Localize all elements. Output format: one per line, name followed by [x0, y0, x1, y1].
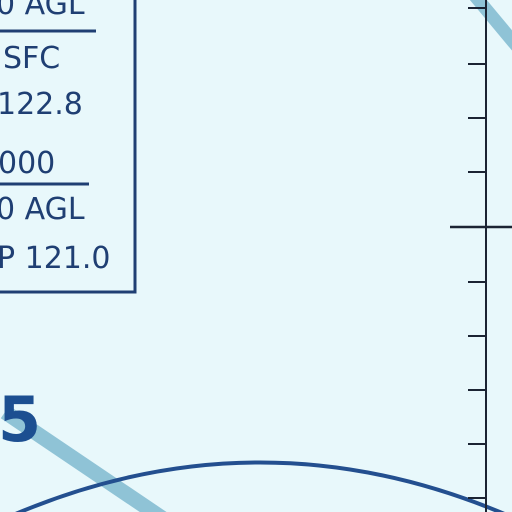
- airspace-1-floor-label: SFC: [3, 41, 61, 76]
- large-chart-numeral: 5: [0, 383, 42, 456]
- airspace-2-floor-label: 0 AGL: [0, 192, 85, 227]
- airway-band-lower-left: [0, 405, 167, 512]
- airspace-boundary-ring: [15, 460, 505, 512]
- airspace-1-frequency: 122.8: [0, 87, 83, 122]
- airspace-2-frequency: P 121.0: [0, 241, 111, 276]
- airspace-2-ceiling-label: 000: [0, 146, 56, 181]
- airspace-1-ceiling-label: 0 AGL: [0, 0, 85, 22]
- airspace-info-box-border: [0, 0, 137, 294]
- longitude-tick-scale: [450, 0, 512, 512]
- airway-band-upper-right: [469, 0, 512, 51]
